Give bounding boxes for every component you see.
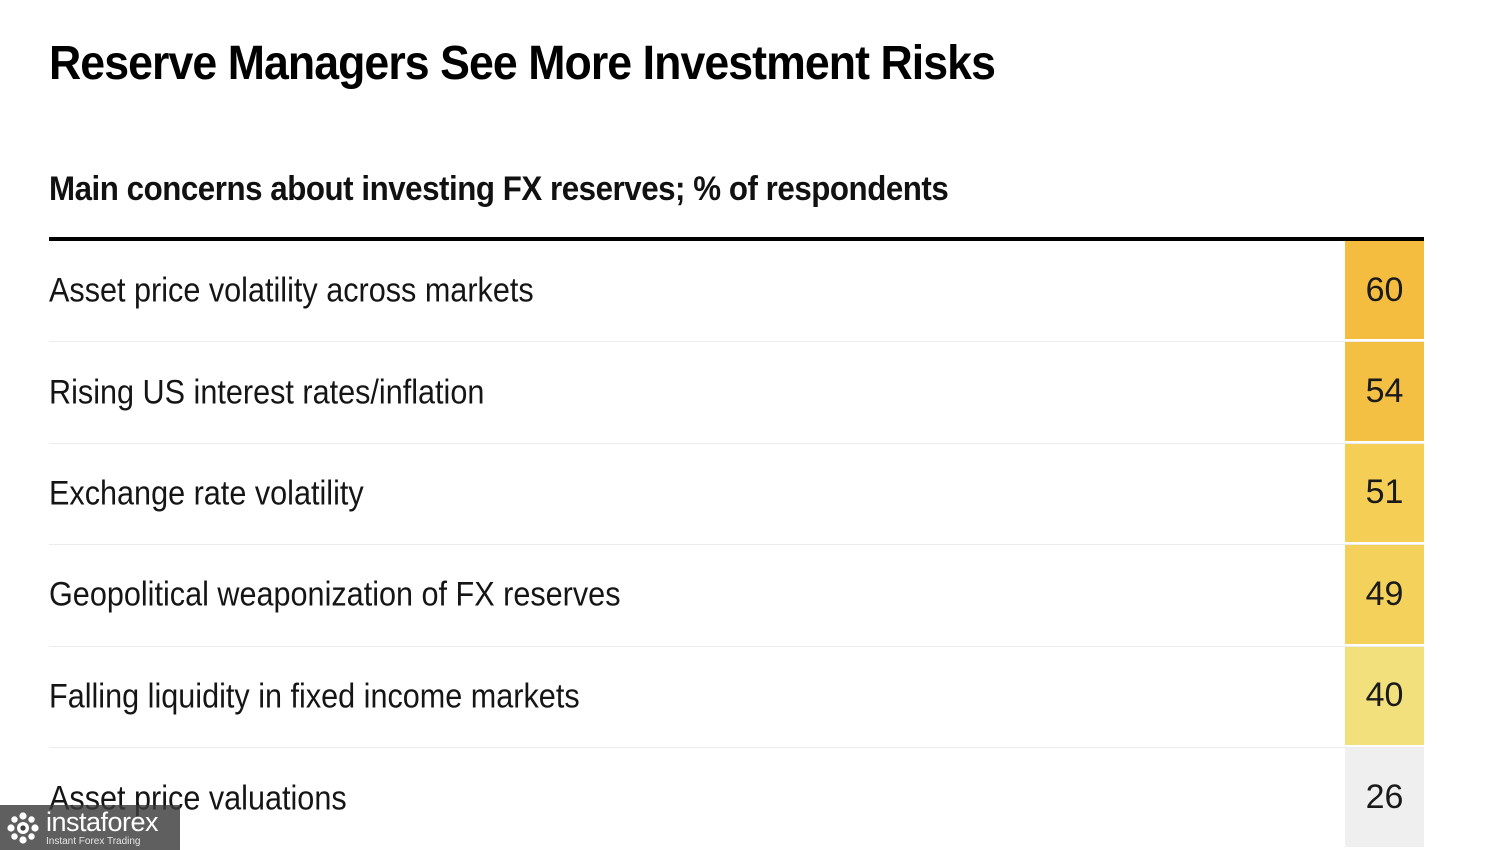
watermark-brand: instaforex (46, 806, 159, 837)
table-row: Falling liquidity in fixed income market… (49, 646, 1424, 748)
table-row: Asset price volatility across markets 60 (49, 241, 1424, 343)
table-row: Exchange rate volatility 51 (49, 443, 1424, 546)
chart-subtitle: Main concerns about investing FX reserve… (49, 170, 949, 208)
concerns-table: Asset price volatility across markets 60 R… (49, 241, 1424, 850)
watermark-tagline: Instant Forex Trading (46, 835, 141, 847)
row-label: Asset price volatility across markets (49, 271, 534, 310)
row-label: Rising US interest rates/inflation (49, 373, 485, 412)
instaforex-watermark: instaforex Instant Forex Trading (0, 805, 180, 850)
value-cell: 51 (1345, 443, 1424, 545)
row-label: Falling liquidity in fixed income market… (49, 677, 580, 716)
value-cell: 49 (1345, 545, 1424, 646)
value-cell: 54 (1345, 342, 1424, 443)
instaforex-logo-icon (7, 811, 39, 844)
value-cell: 26 (1345, 747, 1424, 850)
row-label: Geopolitical weaponization of FX reserve… (49, 575, 621, 614)
chart-title: Reserve Managers See More Investment Ris… (49, 37, 996, 90)
table-row: Geopolitical weaponization of FX reserve… (49, 545, 1424, 647)
row-label: Exchange rate volatility (49, 474, 364, 513)
table-top-rule (49, 237, 1424, 241)
table-row: Asset price valuations 26 (49, 747, 1424, 850)
value-cell: 40 (1345, 646, 1424, 747)
table-row: Rising US interest rates/inflation 54 (49, 342, 1424, 444)
value-cell: 60 (1345, 241, 1424, 342)
